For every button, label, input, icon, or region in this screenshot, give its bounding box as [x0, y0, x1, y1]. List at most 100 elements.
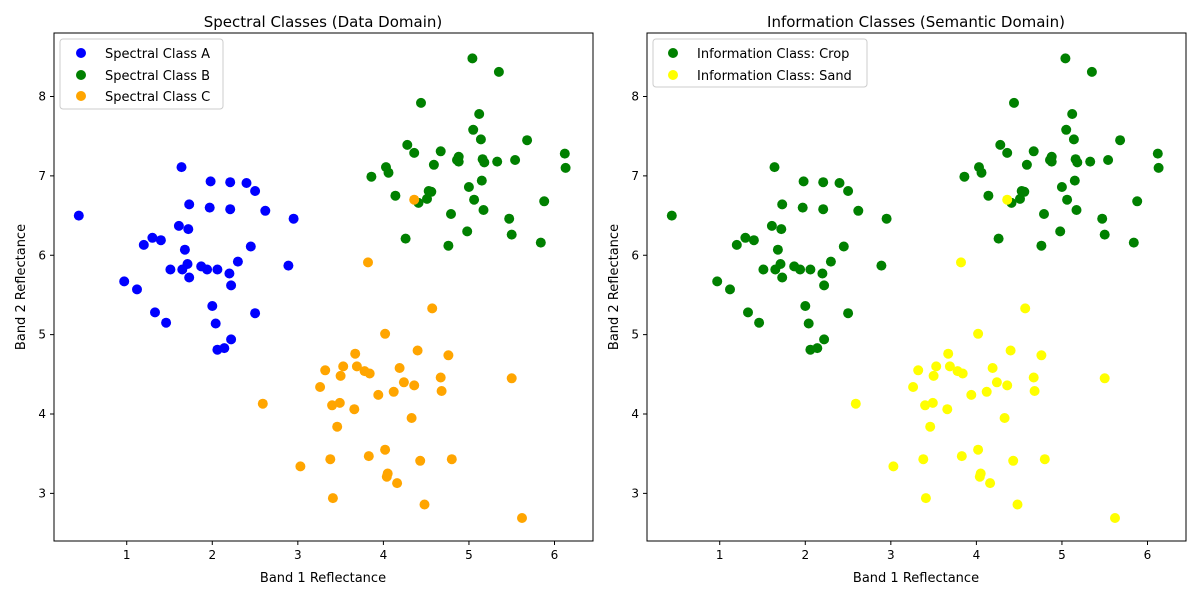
point-series-2-13	[351, 361, 362, 372]
point-series-0-33	[838, 241, 849, 252]
legend-entry-class-a: Spectral Class A	[76, 47, 210, 62]
point-series-1-36	[1036, 350, 1047, 361]
point-series-1-4	[400, 233, 411, 244]
point-series-1-8	[416, 97, 426, 108]
point-series-0-4	[147, 232, 158, 243]
point-series-0-39	[959, 171, 970, 182]
point-series-1-15	[446, 209, 456, 219]
legend-marker	[76, 48, 86, 58]
x-tick-label: 6	[551, 548, 559, 562]
point-series-0-22	[803, 318, 814, 329]
point-series-1-19	[973, 444, 984, 455]
point-series-0-36	[853, 205, 864, 216]
point-series-1-25	[475, 134, 486, 145]
y-tick-label: 7	[631, 169, 639, 183]
point-series-2-15	[363, 257, 373, 268]
legend-box	[652, 38, 868, 88]
point-series-1-0	[850, 398, 861, 409]
point-series-0-7	[161, 317, 172, 328]
point-series-0-65	[1069, 175, 1080, 186]
point-series-0-41	[976, 167, 987, 178]
point-series-0-53	[1036, 240, 1047, 251]
point-series-1-31	[493, 66, 504, 77]
point-series-0-32	[834, 178, 845, 188]
legend-marker	[76, 70, 86, 80]
point-series-2-30	[412, 345, 423, 356]
point-series-0-25	[219, 343, 230, 354]
point-series-0-1	[119, 276, 130, 287]
point-series-0-52	[1028, 146, 1039, 157]
point-series-0-27	[225, 204, 236, 215]
point-series-0-1	[712, 276, 723, 287]
legend-entry-crop: Information Class: Crop	[668, 47, 849, 62]
point-series-0-43	[993, 233, 1004, 244]
axis-ticks: 1 2 3 4 5 6 3 4 5 6 7 8	[631, 90, 1151, 563]
point-series-1-32	[504, 213, 515, 224]
point-series-0-42	[983, 190, 994, 201]
point-series-1-3	[913, 365, 924, 376]
point-series-2-10	[338, 361, 349, 372]
point-series-2-8	[334, 397, 345, 408]
legend-label: Information Class: Crop	[697, 47, 849, 62]
point-series-0-31	[825, 256, 836, 267]
point-series-0-5	[150, 307, 160, 318]
point-series-0-45	[1002, 147, 1013, 158]
point-series-1-28	[478, 205, 489, 215]
point-series-0-63	[1067, 109, 1078, 119]
point-series-1-33	[1020, 303, 1031, 314]
point-series-2-23	[388, 386, 399, 397]
y-tick-label: 8	[631, 90, 639, 104]
x-axis-label: Band 1 Reflectance	[260, 571, 386, 586]
point-series-0-23	[805, 264, 816, 275]
point-series-1-8	[927, 397, 938, 408]
point-series-0-16	[184, 272, 195, 283]
point-series-1-20	[463, 182, 474, 192]
point-series-0-14	[183, 224, 194, 235]
y-tick-label: 7	[38, 169, 46, 183]
y-tick-label: 6	[631, 248, 639, 262]
point-series-0-12	[179, 244, 190, 255]
legend-label: Spectral Class B	[105, 69, 210, 84]
point-series-1-19	[462, 226, 473, 237]
point-series-1-29	[479, 157, 490, 168]
point-series-1-34	[1028, 372, 1039, 383]
point-series-1-32	[1012, 499, 1023, 510]
point-series-1-10	[931, 361, 942, 372]
point-series-1-13	[435, 146, 446, 157]
point-series-2-17	[364, 368, 375, 379]
point-series-0-18	[202, 264, 213, 275]
x-tick-label: 3	[887, 548, 895, 562]
legend-label: Spectral Class A	[105, 47, 210, 62]
point-series-0-8	[758, 264, 769, 275]
point-series-0-8	[165, 264, 176, 275]
point-series-2-12	[350, 348, 361, 359]
point-series-0-31	[232, 256, 243, 267]
point-series-1-15	[956, 257, 966, 268]
point-series-1-22	[975, 468, 986, 479]
x-tick-label: 4	[973, 548, 981, 562]
point-series-0-19	[797, 202, 808, 213]
axis-ticks: 1 2 3 4 5 6 3 4 5 6 7 8	[38, 90, 558, 563]
point-series-1-16	[956, 451, 967, 462]
point-series-0-10	[769, 162, 780, 173]
point-series-1-29	[1002, 380, 1013, 391]
y-tick-label: 3	[38, 486, 46, 500]
point-series-2-18	[373, 389, 384, 400]
point-series-1-37	[539, 196, 550, 207]
point-series-1-23	[469, 194, 480, 205]
point-series-1-21	[467, 53, 478, 64]
point-series-2-19	[380, 444, 391, 455]
point-series-2-4	[325, 454, 336, 465]
point-series-1-17	[957, 368, 968, 379]
point-series-0-16	[777, 272, 788, 283]
point-series-2-37	[446, 454, 457, 465]
point-series-0-21	[800, 301, 811, 311]
point-series-0-23	[212, 264, 223, 275]
chart-title: Spectral Classes (Data Domain)	[204, 13, 442, 31]
point-series-0-37	[283, 260, 294, 271]
point-series-0-58	[1055, 226, 1066, 237]
legend-box	[59, 38, 224, 110]
point-series-0-21	[207, 301, 218, 311]
information-classes-panel: Information Classes (Semantic Domain) 1 2…	[607, 13, 1187, 586]
point-series-0-6	[748, 235, 759, 246]
